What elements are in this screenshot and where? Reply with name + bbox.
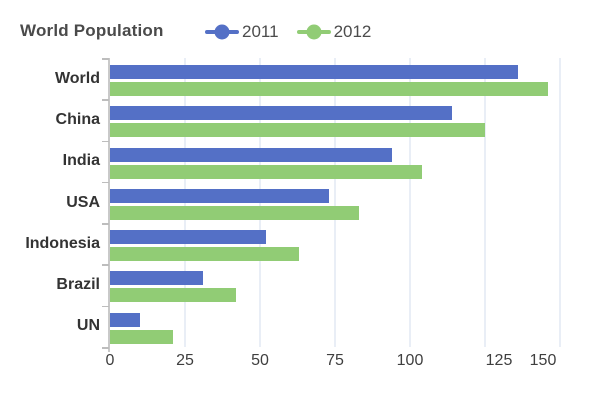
- y-axis-label-indonesia: Indonesia: [25, 234, 100, 252]
- chart-title: World Population: [20, 21, 164, 40]
- gridline-x-75: [334, 58, 336, 347]
- bar-2011-india[interactable]: [110, 147, 392, 162]
- x-axis-label-125: 125: [485, 352, 513, 369]
- legend-item-label: 2012: [333, 22, 372, 41]
- bar-2012-brazil[interactable]: [110, 288, 236, 303]
- y-axis-tick: [102, 305, 109, 308]
- legend-item-2012[interactable]: 2012: [296, 22, 372, 42]
- bar-2011-un[interactable]: [110, 312, 140, 327]
- x-axis-label-0: 0: [105, 352, 115, 369]
- gridline-x-150: [559, 58, 561, 347]
- y-axis-tick: [102, 347, 109, 349]
- legend-marker-icon: [205, 24, 239, 40]
- legend-item-label: 2011: [242, 22, 279, 41]
- bar-2012-world[interactable]: [110, 82, 548, 96]
- x-axis-label-25: 25: [176, 352, 194, 369]
- legend: 2011 2012: [205, 22, 371, 42]
- bar-2011-china[interactable]: [110, 106, 452, 121]
- y-axis-label-india: India: [62, 152, 100, 170]
- legend-marker-icon: [296, 24, 331, 40]
- bar-2011-brazil[interactable]: [110, 271, 203, 286]
- y-axis-label-china: China: [55, 110, 100, 128]
- y-axis-tick: [102, 99, 109, 101]
- y-axis-label-brazil: Brazil: [56, 276, 100, 294]
- y-axis-tick: [102, 140, 109, 143]
- plot-area: [110, 58, 568, 347]
- bar-2011-indonesia[interactable]: [110, 230, 266, 245]
- bar-2011-world[interactable]: [110, 65, 518, 79]
- gridline-x-100: [409, 58, 411, 347]
- y-axis-tick: [102, 181, 109, 184]
- y-axis-tick: [102, 264, 109, 266]
- legend-dot-icon: [306, 24, 322, 40]
- x-axis-label-100: 100: [396, 352, 424, 369]
- y-axis-label-world: World: [54, 69, 100, 87]
- bar-2012-un[interactable]: [110, 329, 173, 344]
- x-axis-label-75: 75: [326, 352, 344, 369]
- bar-2012-indonesia[interactable]: [110, 247, 299, 262]
- y-axis-label-un: UN: [76, 317, 100, 335]
- bar-2012-china[interactable]: [110, 123, 485, 138]
- x-axis-label-150: 150: [529, 352, 557, 369]
- bar-2012-usa[interactable]: [110, 205, 359, 220]
- x-axis-label-50: 50: [251, 352, 269, 369]
- y-axis-line: [108, 58, 110, 352]
- legend-item-2011[interactable]: 2011: [205, 22, 279, 42]
- y-axis-tick: [102, 58, 109, 60]
- legend-dot-icon: [214, 24, 230, 40]
- bar-2012-india[interactable]: [110, 164, 422, 179]
- y-axis-label-usa: USA: [66, 193, 100, 211]
- gridline-x-125: [484, 58, 486, 347]
- y-axis-tick: [102, 223, 109, 225]
- bar-2011-usa[interactable]: [110, 188, 329, 203]
